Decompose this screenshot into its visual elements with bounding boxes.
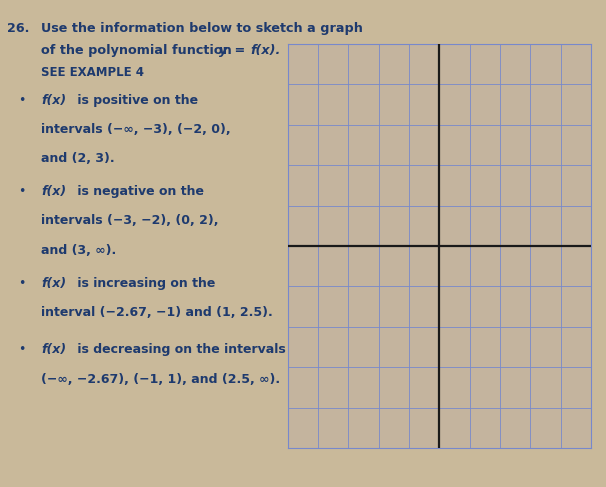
Text: is increasing on the: is increasing on the xyxy=(73,277,216,290)
Text: intervals (−∞, −3), (−2, 0),: intervals (−∞, −3), (−2, 0), xyxy=(41,123,231,136)
Text: is negative on the: is negative on the xyxy=(73,185,204,198)
Text: is positive on the: is positive on the xyxy=(73,94,198,107)
Text: f(x): f(x) xyxy=(41,277,66,290)
Text: interval (−2.67, −1) and (1, 2.5).: interval (−2.67, −1) and (1, 2.5). xyxy=(41,306,273,319)
Text: •: • xyxy=(18,343,25,356)
Text: of the polynomial function: of the polynomial function xyxy=(41,44,236,57)
Text: •: • xyxy=(18,277,25,290)
Text: 26.: 26. xyxy=(7,22,30,35)
Text: f(x): f(x) xyxy=(41,343,66,356)
Text: (−∞, −2.67), (−1, 1), and (2.5, ∞).: (−∞, −2.67), (−1, 1), and (2.5, ∞). xyxy=(41,373,281,386)
Text: y: y xyxy=(219,44,227,57)
Text: •: • xyxy=(18,94,25,107)
Text: and (2, 3).: and (2, 3). xyxy=(41,152,115,165)
Text: f(x): f(x) xyxy=(41,185,66,198)
Text: =: = xyxy=(230,44,250,57)
Text: •: • xyxy=(18,185,25,198)
Text: Use the information below to sketch a graph: Use the information below to sketch a gr… xyxy=(41,22,363,35)
Text: is decreasing on the intervals: is decreasing on the intervals xyxy=(73,343,286,356)
Text: f(x): f(x) xyxy=(41,94,66,107)
Text: SEE EXAMPLE 4: SEE EXAMPLE 4 xyxy=(41,66,144,79)
Text: and (3, ∞).: and (3, ∞). xyxy=(41,244,116,257)
Text: intervals (−3, −2), (0, 2),: intervals (−3, −2), (0, 2), xyxy=(41,214,219,227)
Text: f(x).: f(x). xyxy=(250,44,281,57)
